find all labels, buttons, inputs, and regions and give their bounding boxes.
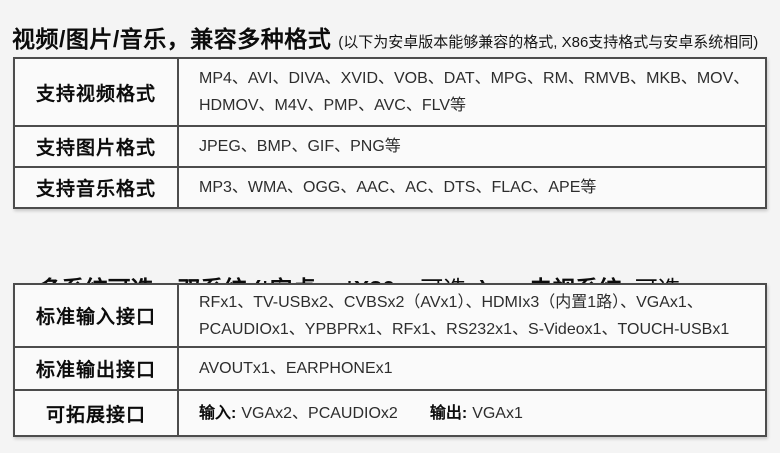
table-row-music-formats: 支持音乐格式 MP3、WMA、OGG、AAC、AC、DTS、FLAC、APE等: [15, 166, 765, 207]
expandable-input-label: 输入:: [199, 404, 237, 422]
image-formats-line-1: JPEG、BMP、GIF、PNG等: [199, 138, 401, 155]
row-value-music-formats: MP3、WMA、OGG、AAC、AC、DTS、FLAC、APE等: [179, 168, 765, 207]
music-formats-line-1: MP3、WMA、OGG、AAC、AC、DTS、FLAC、APE等: [199, 179, 597, 196]
standard-input-line-1: RFx1、TV-USBx2、CVBSx2（AVx1）、HDMIx3（内置1路）、…: [199, 293, 703, 311]
row-label-standard-input: 标准输入接口: [15, 285, 179, 346]
row-label-music-formats: 支持音乐格式: [15, 168, 179, 207]
standard-input-line-2: PCAUDIOx1、YPBPRx1、RFx1、RS232x1、S-Videox1…: [199, 320, 730, 338]
row-value-image-formats: JPEG、BMP、GIF、PNG等: [179, 127, 765, 166]
table-row-expandable: 可拓展接口 输入: VGAx2、PCAUDIOx2 输出: VGAx1: [15, 389, 765, 435]
expandable-output-label: 输出:: [429, 404, 468, 422]
row-label-standard-output: 标准输出接口: [15, 348, 179, 389]
row-value-standard-output: AVOUTx1、EARPHONEx1: [179, 348, 765, 389]
expandable-input-value: VGAx2、PCAUDIOx2: [241, 404, 398, 422]
table-row-standard-output: 标准输出接口 AVOUTx1、EARPHONEx1: [15, 346, 765, 389]
standard-output-line-1: AVOUTx1、EARPHONEx1: [199, 360, 393, 377]
expandable-output-value: VGAx1: [472, 404, 523, 422]
row-value-video-formats: MP4、AVI、DIVA、XVID、VOB、DAT、MPG、RM、RMVB、MK…: [179, 59, 765, 125]
row-label-image-formats: 支持图片格式: [15, 127, 179, 166]
formats-table: 支持视频格式 MP4、AVI、DIVA、XVID、VOB、DAT、MPG、RM、…: [13, 57, 767, 209]
formats-heading-note: (以下为安卓版本能够兼容的格式, X86支持格式与安卓系统相同): [338, 34, 759, 51]
interfaces-table: 标准输入接口 RFx1、TV-USBx2、CVBSx2（AVx1）、HDMIx3…: [13, 283, 767, 437]
video-formats-line-1: MP4、AVI、DIVA、XVID、VOB、DAT、MPG、RM、RMVB、MK…: [199, 70, 750, 87]
row-value-standard-input: RFx1、TV-USBx2、CVBSx2（AVx1）、HDMIx3（内置1路）、…: [179, 285, 765, 346]
formats-heading: 视频/图片/音乐，兼容多种格式 (以下为安卓版本能够兼容的格式, X86支持格式与…: [12, 20, 758, 54]
row-label-video-formats: 支持视频格式: [15, 59, 179, 125]
table-row-image-formats: 支持图片格式 JPEG、BMP、GIF、PNG等: [15, 125, 765, 166]
table-row-video-formats: 支持视频格式 MP4、AVI、DIVA、XVID、VOB、DAT、MPG、RM、…: [15, 59, 765, 125]
table-row-standard-input: 标准输入接口 RFx1、TV-USBx2、CVBSx2（AVx1）、HDMIx3…: [15, 285, 765, 346]
video-formats-line-2: HDMOV、M4V、PMP、AVC、FLV等: [199, 97, 466, 114]
row-label-expandable: 可拓展接口: [15, 391, 179, 435]
expandable-line: 输入: VGAx2、PCAUDIOx2 输出: VGAx1: [199, 400, 757, 427]
formats-heading-title: 视频/图片/音乐，兼容多种格式: [12, 26, 332, 52]
row-value-expandable: 输入: VGAx2、PCAUDIOx2 输出: VGAx1: [179, 391, 765, 435]
